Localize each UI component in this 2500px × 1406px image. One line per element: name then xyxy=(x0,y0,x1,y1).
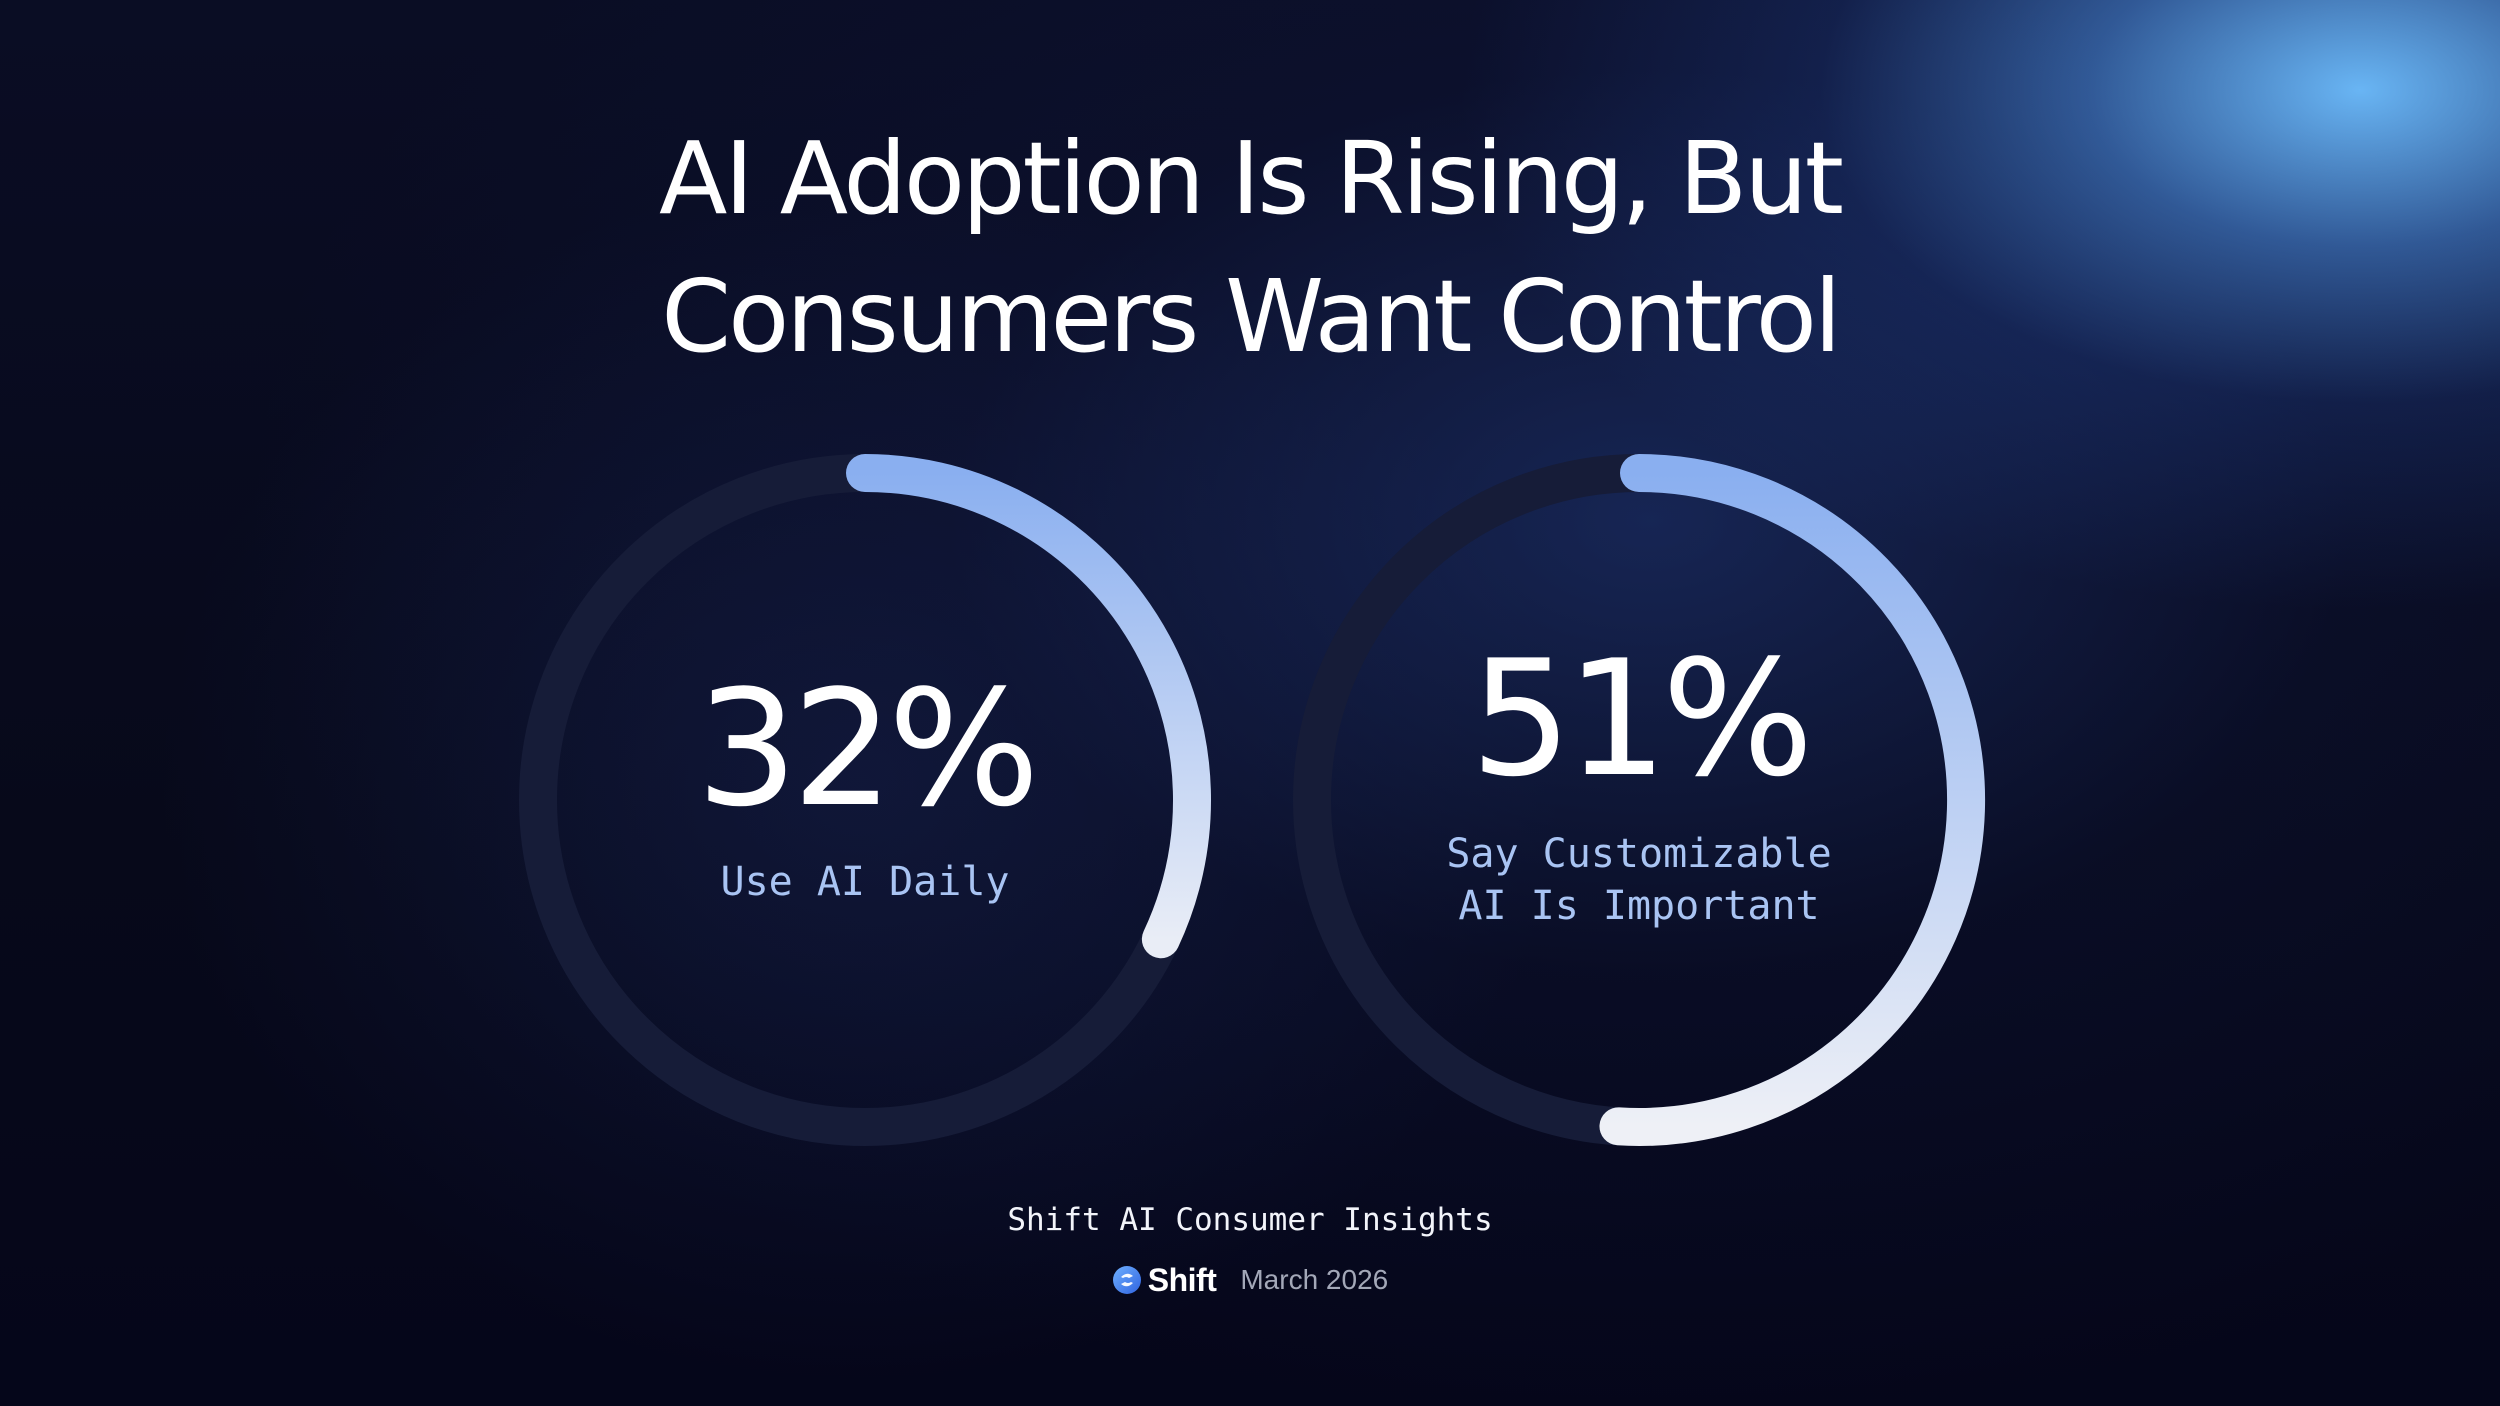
title-line-2: Consumers Want Control xyxy=(661,258,1841,375)
stat-caption: Say Customizable AI Is Important xyxy=(1279,828,1999,932)
stat-caption-line-1: Use AI Daily xyxy=(720,859,1010,905)
source-label: Shift AI Consumer Insights xyxy=(1007,1202,1493,1238)
donut-chart-daily-use: 32% Use AI Daily xyxy=(505,440,1225,1160)
title-line-1: AI Adoption Is Rising, But xyxy=(659,120,1844,237)
brand-name: Shift xyxy=(1147,1261,1217,1298)
page-title: AI Adoption Is Rising, But Consumers Wan… xyxy=(0,110,2500,386)
donut-chart-customizable: 51% Say Customizable AI Is Important xyxy=(1279,440,1999,1160)
donut-svg-2 xyxy=(1293,454,1986,1146)
stat-caption-line-2: AI Is Important xyxy=(1458,883,1820,929)
footer-brand-row: Shift March 2026 xyxy=(0,1258,2500,1302)
donut-svg-1 xyxy=(519,454,1211,1146)
stat-caption-line-1: Say Customizable xyxy=(1446,831,1832,877)
brand-logo: Shift xyxy=(1112,1262,1217,1299)
stat-caption: Use AI Daily xyxy=(505,856,1225,908)
shift-logo-icon xyxy=(1112,1266,1141,1294)
stat-value: 51% xyxy=(1470,625,1814,812)
donut-value-arc xyxy=(1599,454,1986,1146)
report-date: March 2026 xyxy=(1240,1264,1389,1295)
stat-value: 32% xyxy=(696,655,1040,842)
donut-value-arc xyxy=(846,454,1211,959)
